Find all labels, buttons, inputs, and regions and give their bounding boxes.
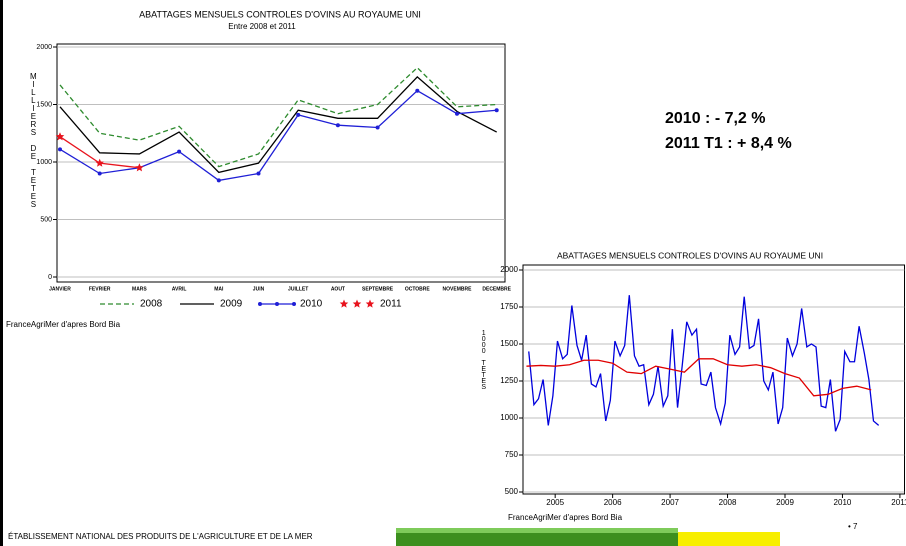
chart-subtitle: Entre 2008 et 2011 (228, 22, 296, 31)
legend-marker (275, 302, 279, 306)
point (216, 178, 221, 183)
y-tick-label: 2000 (36, 44, 52, 51)
legend-marker (339, 299, 349, 308)
point (177, 149, 182, 154)
point (375, 125, 380, 130)
series-line (59, 89, 497, 182)
chart-timeseries: 500 750 1000 1250 1500 1750 2000 2005 2006 2007 20… (480, 250, 906, 522)
footer-band-light (396, 528, 678, 533)
x-tick-label: OCTOBRE (405, 286, 431, 292)
point (296, 112, 301, 117)
y-tick-label: 2000 (500, 265, 518, 274)
legend-marker (352, 299, 362, 308)
x-tick-label: 2009 (776, 498, 794, 507)
x-tick-label: 2006 (604, 498, 622, 507)
x-tick-label: 2010 (834, 498, 852, 507)
footer-band-dark (396, 533, 678, 546)
y-tick-label: 1750 (500, 302, 518, 311)
stat: 2010 : - 7,2 % (665, 110, 766, 127)
x-tick-label: 2011 (891, 498, 906, 507)
y-tick-label: 1000 (36, 159, 52, 166)
chart-monthly: 0 500 1000 1500 2000 JANVIER FEVRIER MARS AVRIL M… (6, 9, 512, 329)
point (256, 171, 261, 176)
x-tick-label: 2007 (661, 498, 679, 507)
series-line (526, 358, 872, 397)
point (95, 158, 104, 167)
point (494, 108, 499, 113)
x-tick-label: MAI (214, 286, 224, 292)
y-axis-label: MILLIERS DE TETES (29, 72, 38, 208)
series-line (59, 76, 498, 174)
x-tick-label: AVRIL (172, 286, 187, 292)
x-tick-label: NOVEMBRE (443, 286, 473, 292)
x-tick-label: DECEMBRE (482, 286, 511, 292)
x-tick-label: 2008 (719, 498, 737, 507)
series-line (59, 66, 497, 168)
source: FranceAgriMer d'apres Bord Bia (6, 320, 121, 329)
point (135, 163, 144, 172)
y-tick-label: 750 (505, 450, 519, 459)
point (97, 171, 102, 176)
point (55, 132, 65, 141)
y-tick-label: 500 (505, 487, 519, 496)
x-tick-label: FEVRIER (89, 286, 111, 292)
x-tick-label: AOUT (331, 286, 345, 292)
chart-title: ABATTAGES MENSUELS CONTROLES D'OVINS AU … (139, 9, 421, 19)
stat: 2011 T1 : + 8,4 % (665, 135, 792, 152)
plot-frame (522, 264, 905, 495)
legend-marker (258, 302, 262, 306)
page-number: • 7 (848, 522, 858, 531)
point (58, 147, 62, 152)
y-tick-label: 0 (48, 274, 52, 281)
legend-label: 2009 (220, 299, 243, 310)
legend-label: 2010 (300, 299, 323, 310)
footer-text: ÉTABLISSEMENT NATIONAL DES PRODUITS DE L… (8, 532, 313, 541)
point (415, 88, 420, 93)
left-border (0, 0, 3, 546)
series-line (528, 295, 880, 432)
y-axis-label: 1000 TETES (480, 330, 487, 390)
point (455, 111, 459, 116)
x-tick-label: 2005 (546, 498, 564, 507)
chart-title: ABATTAGES MENSUELS CONTROLES D'OVINS AU … (557, 250, 823, 260)
point (335, 123, 340, 128)
y-tick-label: 1500 (500, 339, 518, 348)
y-tick-label: 1000 (500, 413, 518, 422)
legend-marker (365, 299, 375, 308)
legend-label: 2011 (380, 299, 402, 310)
plot-frame (56, 43, 506, 283)
x-tick-label: JUIN (253, 286, 265, 292)
x-tick-label: SEPTEMBRE (362, 286, 394, 292)
y-tick-label: 500 (40, 216, 52, 223)
footer-band-yellow (678, 532, 780, 546)
x-tick-label: JANVIER (49, 286, 71, 292)
legend-marker (292, 302, 296, 306)
y-tick-label: 1500 (36, 101, 52, 108)
x-tick-label: JUILLET (288, 286, 308, 292)
legend-label: 2008 (140, 299, 163, 310)
source: FranceAgriMer d'apres Bord Bia (508, 513, 623, 522)
x-tick-label: MARS (132, 286, 147, 292)
y-tick-label: 1250 (500, 376, 518, 385)
